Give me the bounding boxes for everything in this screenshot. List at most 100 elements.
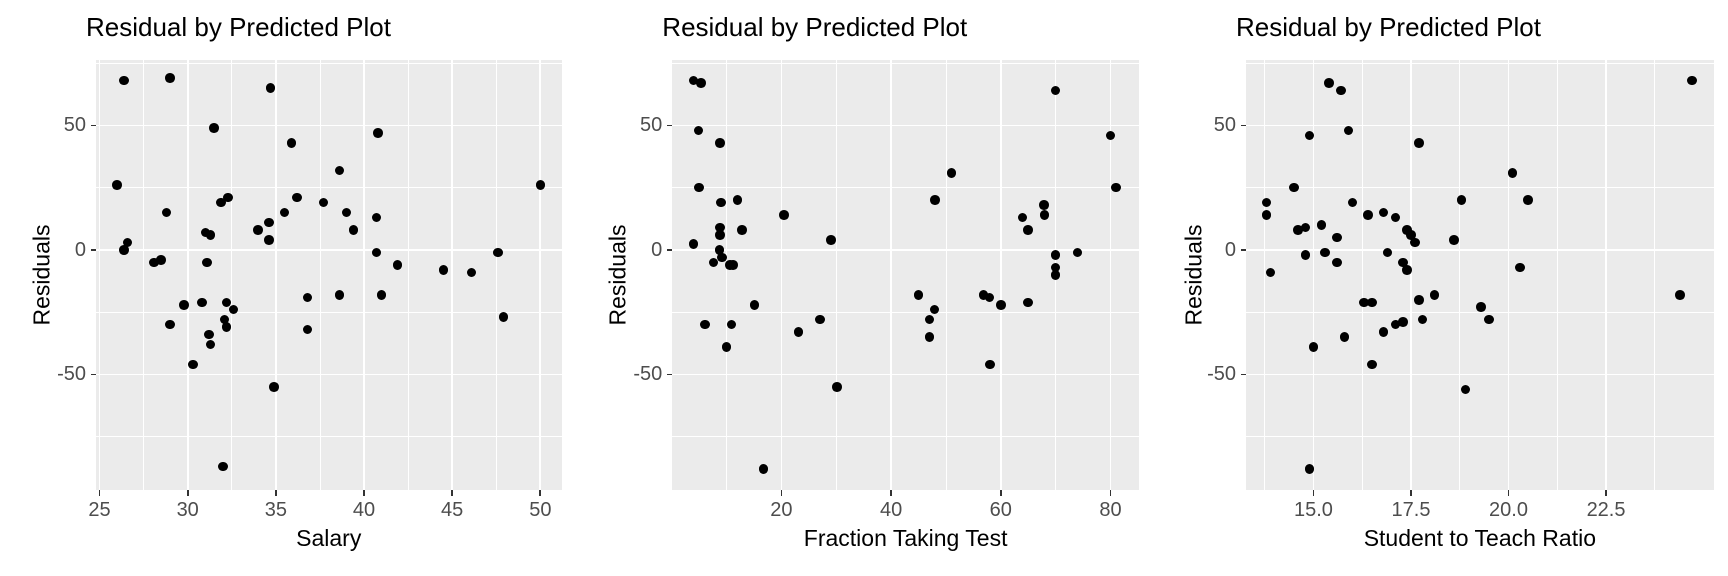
data-point (119, 245, 129, 255)
data-point (112, 180, 122, 190)
data-point (1023, 225, 1033, 235)
plot-title: Residual by Predicted Plot (662, 12, 968, 42)
data-point (228, 304, 239, 315)
y-tick-mark (1240, 249, 1246, 251)
data-point (1265, 267, 1276, 278)
y-tick-label: 0 (74, 238, 86, 261)
data-point (1398, 257, 1408, 268)
data-point (1343, 125, 1354, 136)
x-minor-gridline (143, 59, 144, 490)
data-point (1289, 182, 1299, 193)
data-point (1105, 130, 1116, 141)
data-point (1402, 265, 1412, 275)
x-minor-gridline (726, 59, 727, 490)
y-tick-mark (90, 249, 96, 251)
x-major-gridline (890, 59, 892, 490)
x-major-gridline (780, 59, 783, 490)
x-tick-mark (1109, 490, 1112, 496)
data-point (1476, 302, 1486, 312)
y-minor-gridline (672, 311, 1139, 313)
y-minor-gridline (672, 187, 1139, 189)
data-point (221, 297, 232, 307)
data-point (726, 319, 737, 330)
x-minor-gridline (1556, 59, 1558, 490)
data-point (149, 257, 159, 268)
x-tick-label: 35 (264, 499, 287, 521)
y-major-gridline (1246, 373, 1714, 376)
data-point (179, 300, 189, 310)
x-major-gridline (1109, 59, 1112, 490)
x-minor-gridline (495, 59, 497, 490)
x-axis-label: Fraction Taking Test (803, 525, 1008, 551)
y-tick-label: -50 (1207, 363, 1236, 386)
data-point (1332, 257, 1342, 268)
y-tick-label: 0 (651, 238, 663, 261)
y-minor-gridline (672, 62, 1139, 64)
y-tick-label: 50 (1213, 114, 1236, 137)
x-tick-label: 20.0 (1489, 499, 1528, 521)
data-point (688, 239, 699, 249)
data-point (716, 197, 726, 208)
data-point (1687, 75, 1697, 86)
data-point (219, 314, 230, 325)
data-point (694, 182, 704, 193)
plot-title: Residual by Predicted Plot (86, 12, 391, 42)
x-major-gridline (186, 59, 189, 490)
data-point (715, 222, 725, 233)
data-point (815, 314, 825, 325)
x-tick-label: 17.5 (1391, 499, 1431, 521)
data-point (161, 207, 172, 218)
data-point (717, 252, 727, 263)
y-minor-gridline (96, 311, 562, 313)
data-point (1390, 319, 1401, 330)
data-point (985, 359, 995, 370)
data-point (1359, 297, 1369, 307)
data-point (715, 138, 725, 148)
data-point (1320, 247, 1330, 258)
y-minor-gridline (96, 62, 562, 64)
data-point (1039, 200, 1049, 210)
data-point (696, 78, 706, 88)
x-tick-mark (98, 490, 101, 496)
x-axis-label: Student to Teach Ratio (1363, 525, 1596, 551)
data-point (1039, 210, 1050, 220)
y-tick-label: 50 (63, 114, 86, 137)
data-point (721, 342, 732, 352)
y-minor-gridline (1246, 436, 1714, 438)
data-point (209, 123, 219, 133)
data-point (334, 165, 345, 176)
x-tick-mark (1312, 490, 1315, 496)
x-major-gridline (1605, 59, 1607, 490)
data-point (318, 197, 329, 208)
data-point (1050, 270, 1061, 280)
x-major-gridline (98, 59, 101, 490)
x-major-gridline (275, 59, 277, 490)
data-point (1017, 212, 1028, 223)
data-point (165, 319, 175, 330)
y-minor-gridline (96, 436, 562, 438)
data-point (924, 332, 935, 342)
data-point (493, 247, 503, 258)
x-tick-label: 50 (529, 499, 552, 521)
x-minor-gridline (407, 59, 409, 490)
y-axis-label: Residuals (1180, 224, 1207, 326)
data-point (373, 128, 383, 138)
data-point (1378, 207, 1389, 218)
x-tick-mark (274, 490, 277, 496)
y-axis-label: Residuals (604, 224, 631, 326)
x-tick-label: 45 (441, 499, 464, 521)
x-major-gridline (363, 59, 365, 490)
y-tick-mark (1240, 124, 1246, 127)
data-point (1324, 78, 1334, 88)
y-major-gridline (672, 124, 1139, 127)
y-major-gridline (1246, 249, 1714, 251)
data-point (1507, 168, 1518, 178)
data-point (1300, 250, 1311, 260)
y-tick-label: 0 (1224, 238, 1236, 261)
y-tick-mark (666, 249, 673, 251)
data-point (1304, 130, 1315, 141)
y-major-gridline (1246, 124, 1714, 127)
data-point (728, 260, 738, 270)
y-axis-label: Residuals (28, 224, 55, 326)
x-tick-label: 60 (989, 499, 1012, 521)
